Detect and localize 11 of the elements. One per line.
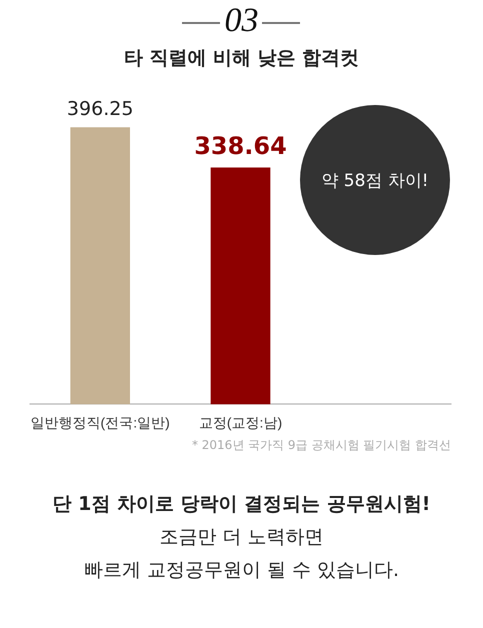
x-tick-label: 교정(교정:남): [198, 414, 282, 430]
text: 03: [224, 2, 260, 40]
data-label: 396.25: [66, 98, 134, 120]
chart-title: 타 직렬에 비해 낮은 합격컷: [122, 46, 360, 71]
text: 단 1점 차이로 당락이 결정되는 공무원시험!: [52, 492, 432, 517]
round-badge: 약 58점 차이!: [300, 105, 450, 255]
text: 빠르게 교정공무원이 될 수 있습니다.: [82, 558, 400, 583]
data-label: 338.64: [194, 132, 287, 160]
text: 조금만 더 노력하면: [158, 525, 325, 550]
text: * 2016년 국가직 9급 공채시험 필기시험 합격선: [192, 437, 451, 454]
x-tick-label: 일반행정직(전국:일반): [30, 414, 170, 430]
